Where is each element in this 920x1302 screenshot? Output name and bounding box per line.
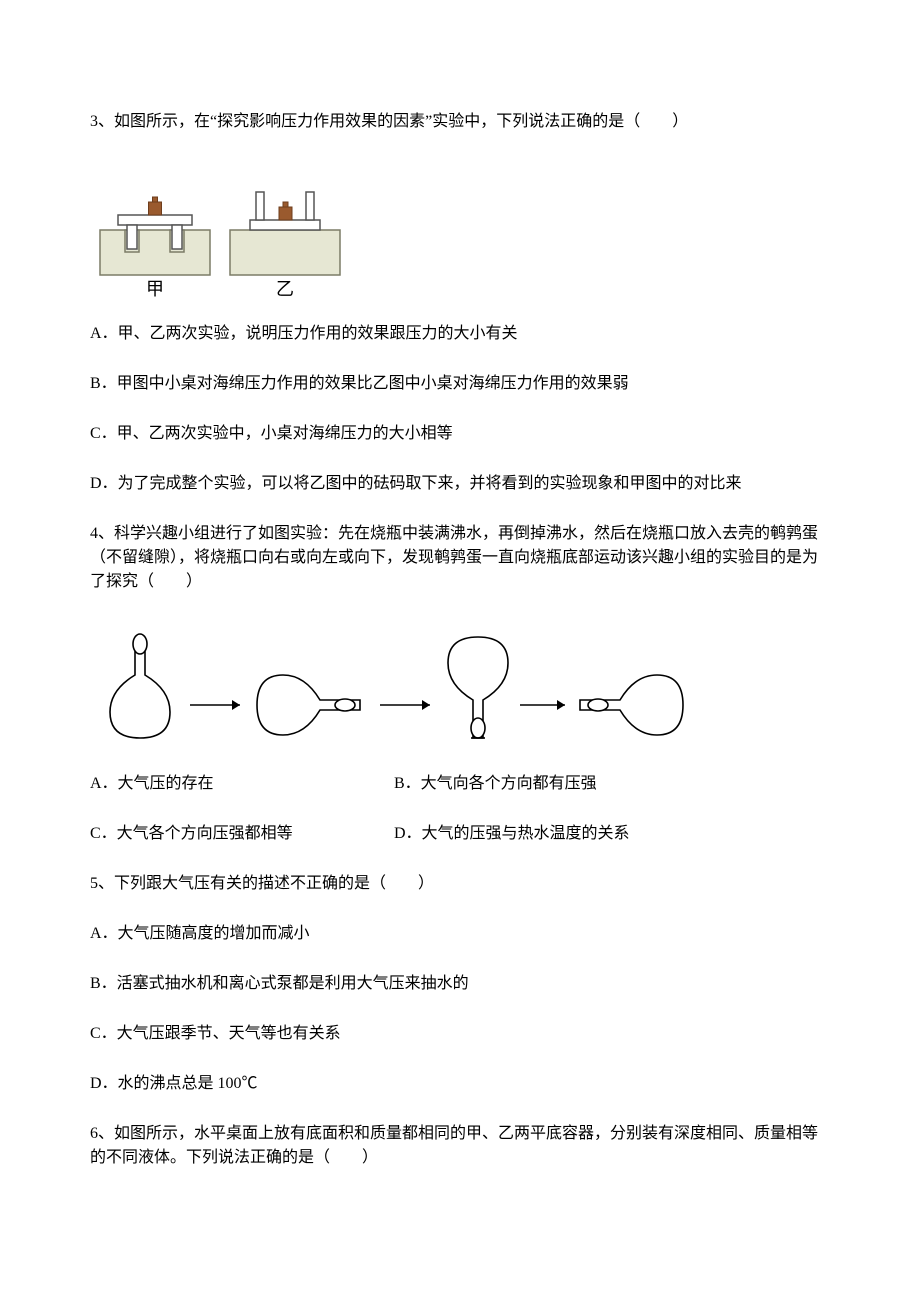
q4-option-d: D．大气的压强与热水温度的关系 — [394, 822, 794, 846]
q5-option-c: C．大气压跟季节、天气等也有关系 — [90, 1022, 830, 1046]
svg-text:乙: 乙 — [276, 279, 294, 299]
q3-option-a: A．甲、乙两次实验，说明压力作用的效果跟压力的大小有关 — [90, 322, 830, 346]
q3-option-c: C．甲、乙两次实验中，小桌对海绵压力的大小相等 — [90, 422, 830, 446]
q3-diagram: 甲 乙 — [90, 160, 830, 300]
q4-diagram — [90, 620, 830, 750]
q5-option-b: B．活塞式抽水机和离心式泵都是利用大气压来抽水的 — [90, 972, 830, 996]
q4-stem: 4、科学兴趣小组进行了如图实验：先在烧瓶中装满沸水，再倒掉沸水，然后在烧瓶口放入… — [90, 522, 830, 594]
q3-stem: 3、如图所示，在“探究影响压力作用效果的因素”实验中，下列说法正确的是（ ） — [90, 110, 830, 134]
svg-text:甲: 甲 — [146, 279, 164, 299]
q3-option-b: B．甲图中小桌对海绵压力作用的效果比乙图中小桌对海绵压力作用的效果弱 — [90, 372, 830, 396]
q4-option-b: B．大气向各个方向都有压强 — [394, 772, 794, 796]
q4-option-a: A．大气压的存在 — [90, 772, 390, 796]
q5-stem: 5、下列跟大气压有关的描述不正确的是（ ） — [90, 872, 830, 896]
q3-option-d: D．为了完成整个实验，可以将乙图中的砝码取下来，并将看到的实验现象和甲图中的对比… — [90, 472, 830, 496]
q4-option-c: C．大气各个方向压强都相等 — [90, 822, 390, 846]
q5-option-d: D．水的沸点总是 100℃ — [90, 1072, 830, 1096]
q6-stem: 6、如图所示，水平桌面上放有底面积和质量都相同的甲、乙两平底容器，分别装有深度相… — [90, 1122, 830, 1170]
q5-option-a: A．大气压随高度的增加而减小 — [90, 922, 830, 946]
